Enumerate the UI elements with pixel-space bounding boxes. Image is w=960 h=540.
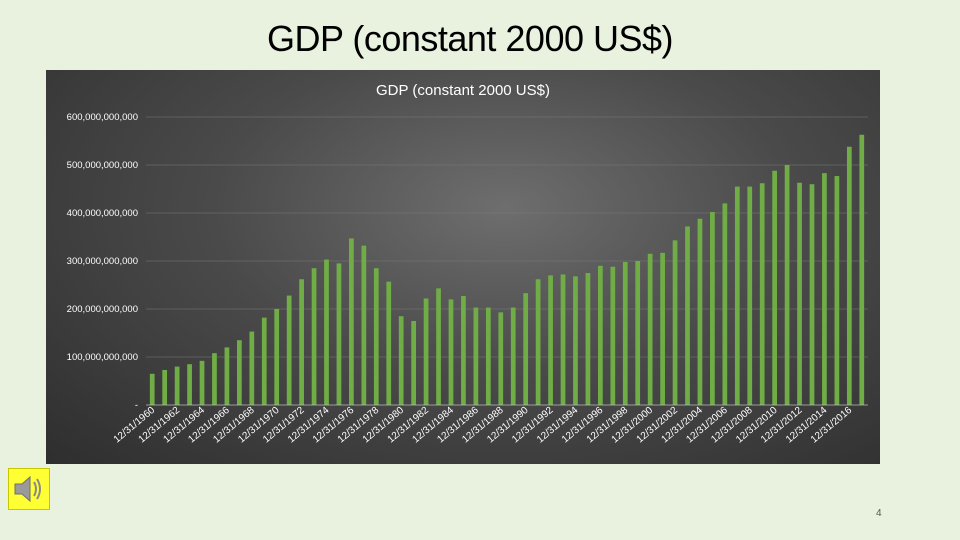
bar: [349, 238, 354, 405]
bar: [710, 212, 715, 405]
bar: [398, 316, 404, 405]
bar: [560, 274, 566, 405]
bar: [697, 218, 703, 405]
y-tick-label: 600,000,000,000: [67, 112, 138, 123]
bar: [734, 186, 740, 405]
y-tick-label: 200,000,000,000: [67, 304, 138, 315]
bar: [647, 253, 653, 405]
bar: [373, 268, 379, 405]
bar: [274, 309, 280, 405]
bars: [149, 134, 865, 405]
bar: [635, 261, 641, 405]
bar: [336, 263, 342, 405]
page-number: 4: [876, 508, 882, 519]
bar: [672, 240, 678, 405]
bar: [834, 176, 840, 405]
y-tick-label: 400,000,000,000: [67, 208, 138, 219]
bar: [324, 259, 329, 405]
slide-title: GDP (constant 2000 US$): [266, 18, 674, 59]
bar: [685, 226, 690, 405]
bar: [423, 298, 429, 405]
bar: [461, 296, 466, 405]
bar: [187, 364, 192, 405]
bar: [386, 281, 392, 405]
bar: [660, 252, 665, 405]
bar: [224, 347, 230, 405]
bar: [162, 369, 168, 405]
x-axis-labels: 12/31/196012/31/196212/31/196412/31/1966…: [112, 405, 855, 446]
bar: [722, 203, 728, 405]
bar: [859, 134, 865, 405]
bar: [199, 360, 205, 405]
bar: [809, 184, 815, 405]
bar: [535, 279, 541, 405]
bar: [212, 353, 217, 405]
bar: [523, 293, 529, 405]
speaker-icon[interactable]: [8, 468, 50, 510]
bar: [846, 146, 852, 405]
bar: [610, 266, 616, 405]
bar: [311, 268, 317, 405]
bar: [473, 307, 479, 405]
bar: [548, 275, 553, 405]
bar: [286, 295, 292, 405]
y-tick-label: 300,000,000,000: [67, 256, 138, 267]
bar: [772, 170, 778, 405]
bar: [249, 331, 255, 405]
bar: [174, 366, 180, 405]
bar: [498, 312, 504, 405]
bar: [448, 299, 454, 405]
gdp-bar-chart: 600,000,000,000 500,000,000,000 400,000,00…: [67, 112, 868, 446]
grid-lines: [146, 116, 868, 358]
y-tick-label: -: [135, 400, 138, 411]
bar: [585, 273, 591, 405]
chart-title: GDP (constant 2000 US$): [376, 82, 550, 99]
bar: [622, 261, 628, 405]
chart-container: 600,000,000,000 500,000,000,000 400,000,00…: [46, 70, 880, 464]
bar: [236, 340, 242, 405]
bar: [411, 321, 417, 405]
bar: [510, 307, 516, 405]
bar: [759, 183, 765, 405]
bar: [299, 279, 304, 405]
bar: [822, 173, 827, 405]
bar: [573, 276, 578, 405]
y-tick-label: 100,000,000,000: [67, 352, 138, 363]
bar: [784, 165, 790, 405]
bar: [149, 373, 155, 405]
bar: [597, 265, 603, 405]
bar: [485, 307, 491, 405]
y-tick-label: 500,000,000,000: [67, 160, 138, 171]
bar: [361, 245, 367, 405]
y-axis-labels: 600,000,000,000 500,000,000,000 400,000,00…: [67, 112, 138, 411]
bar: [797, 182, 802, 405]
bar: [747, 186, 753, 405]
bar: [436, 288, 441, 405]
bar: [261, 317, 267, 405]
